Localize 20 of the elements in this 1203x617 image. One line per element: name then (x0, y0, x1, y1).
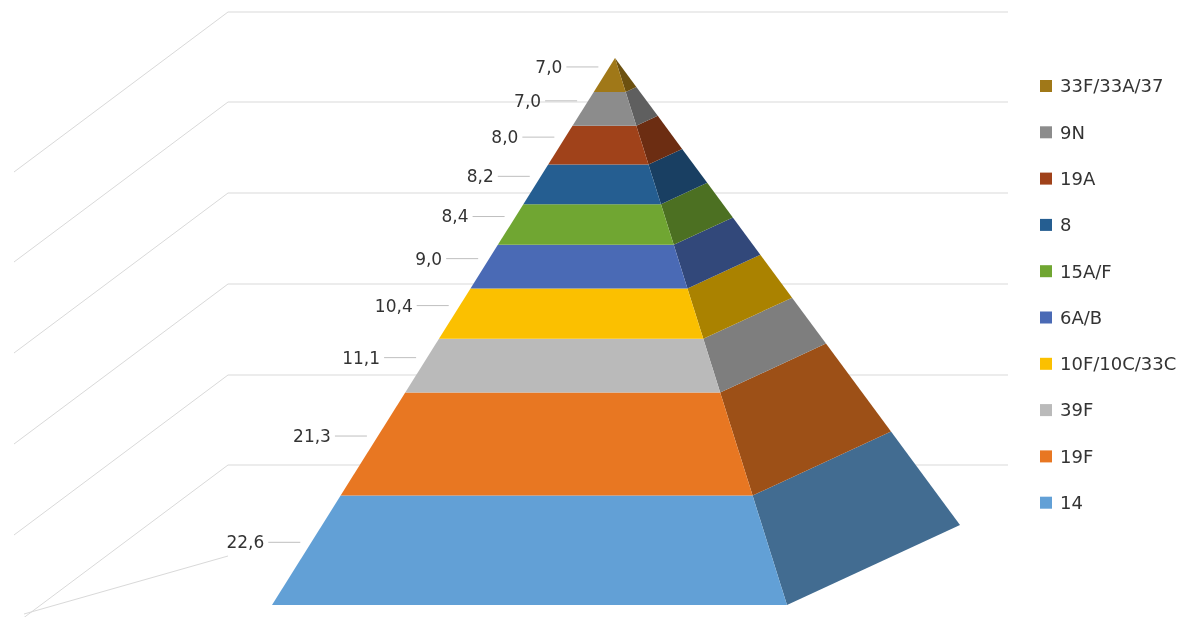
category-label: 39F (1060, 399, 1094, 421)
category-label: 6A/B (1060, 306, 1103, 328)
data-label: 7,0 (535, 56, 563, 77)
data-label: 8,0 (491, 127, 519, 148)
category-label: 14 (1060, 492, 1083, 513)
data-label: 8,4 (441, 206, 469, 227)
category-label: 15A/F (1060, 260, 1112, 282)
category-label: 9N (1060, 121, 1085, 143)
data-label: 10,4 (374, 295, 413, 316)
category-label: 8 (1060, 214, 1072, 236)
category-label: 19F (1060, 445, 1094, 467)
data-label: 11,1 (342, 347, 381, 368)
data-label: 21,3 (293, 426, 331, 446)
category-label: 10F/10C/33C (1060, 353, 1177, 375)
category-label: 33F/33A/37 (1060, 75, 1164, 97)
data-label: 9,0 (415, 248, 443, 269)
data-label: 8,2 (466, 166, 494, 187)
data-label: 22,6 (226, 532, 265, 553)
category-label: 19A (1060, 167, 1096, 189)
data-label: 7,0 (514, 90, 542, 111)
